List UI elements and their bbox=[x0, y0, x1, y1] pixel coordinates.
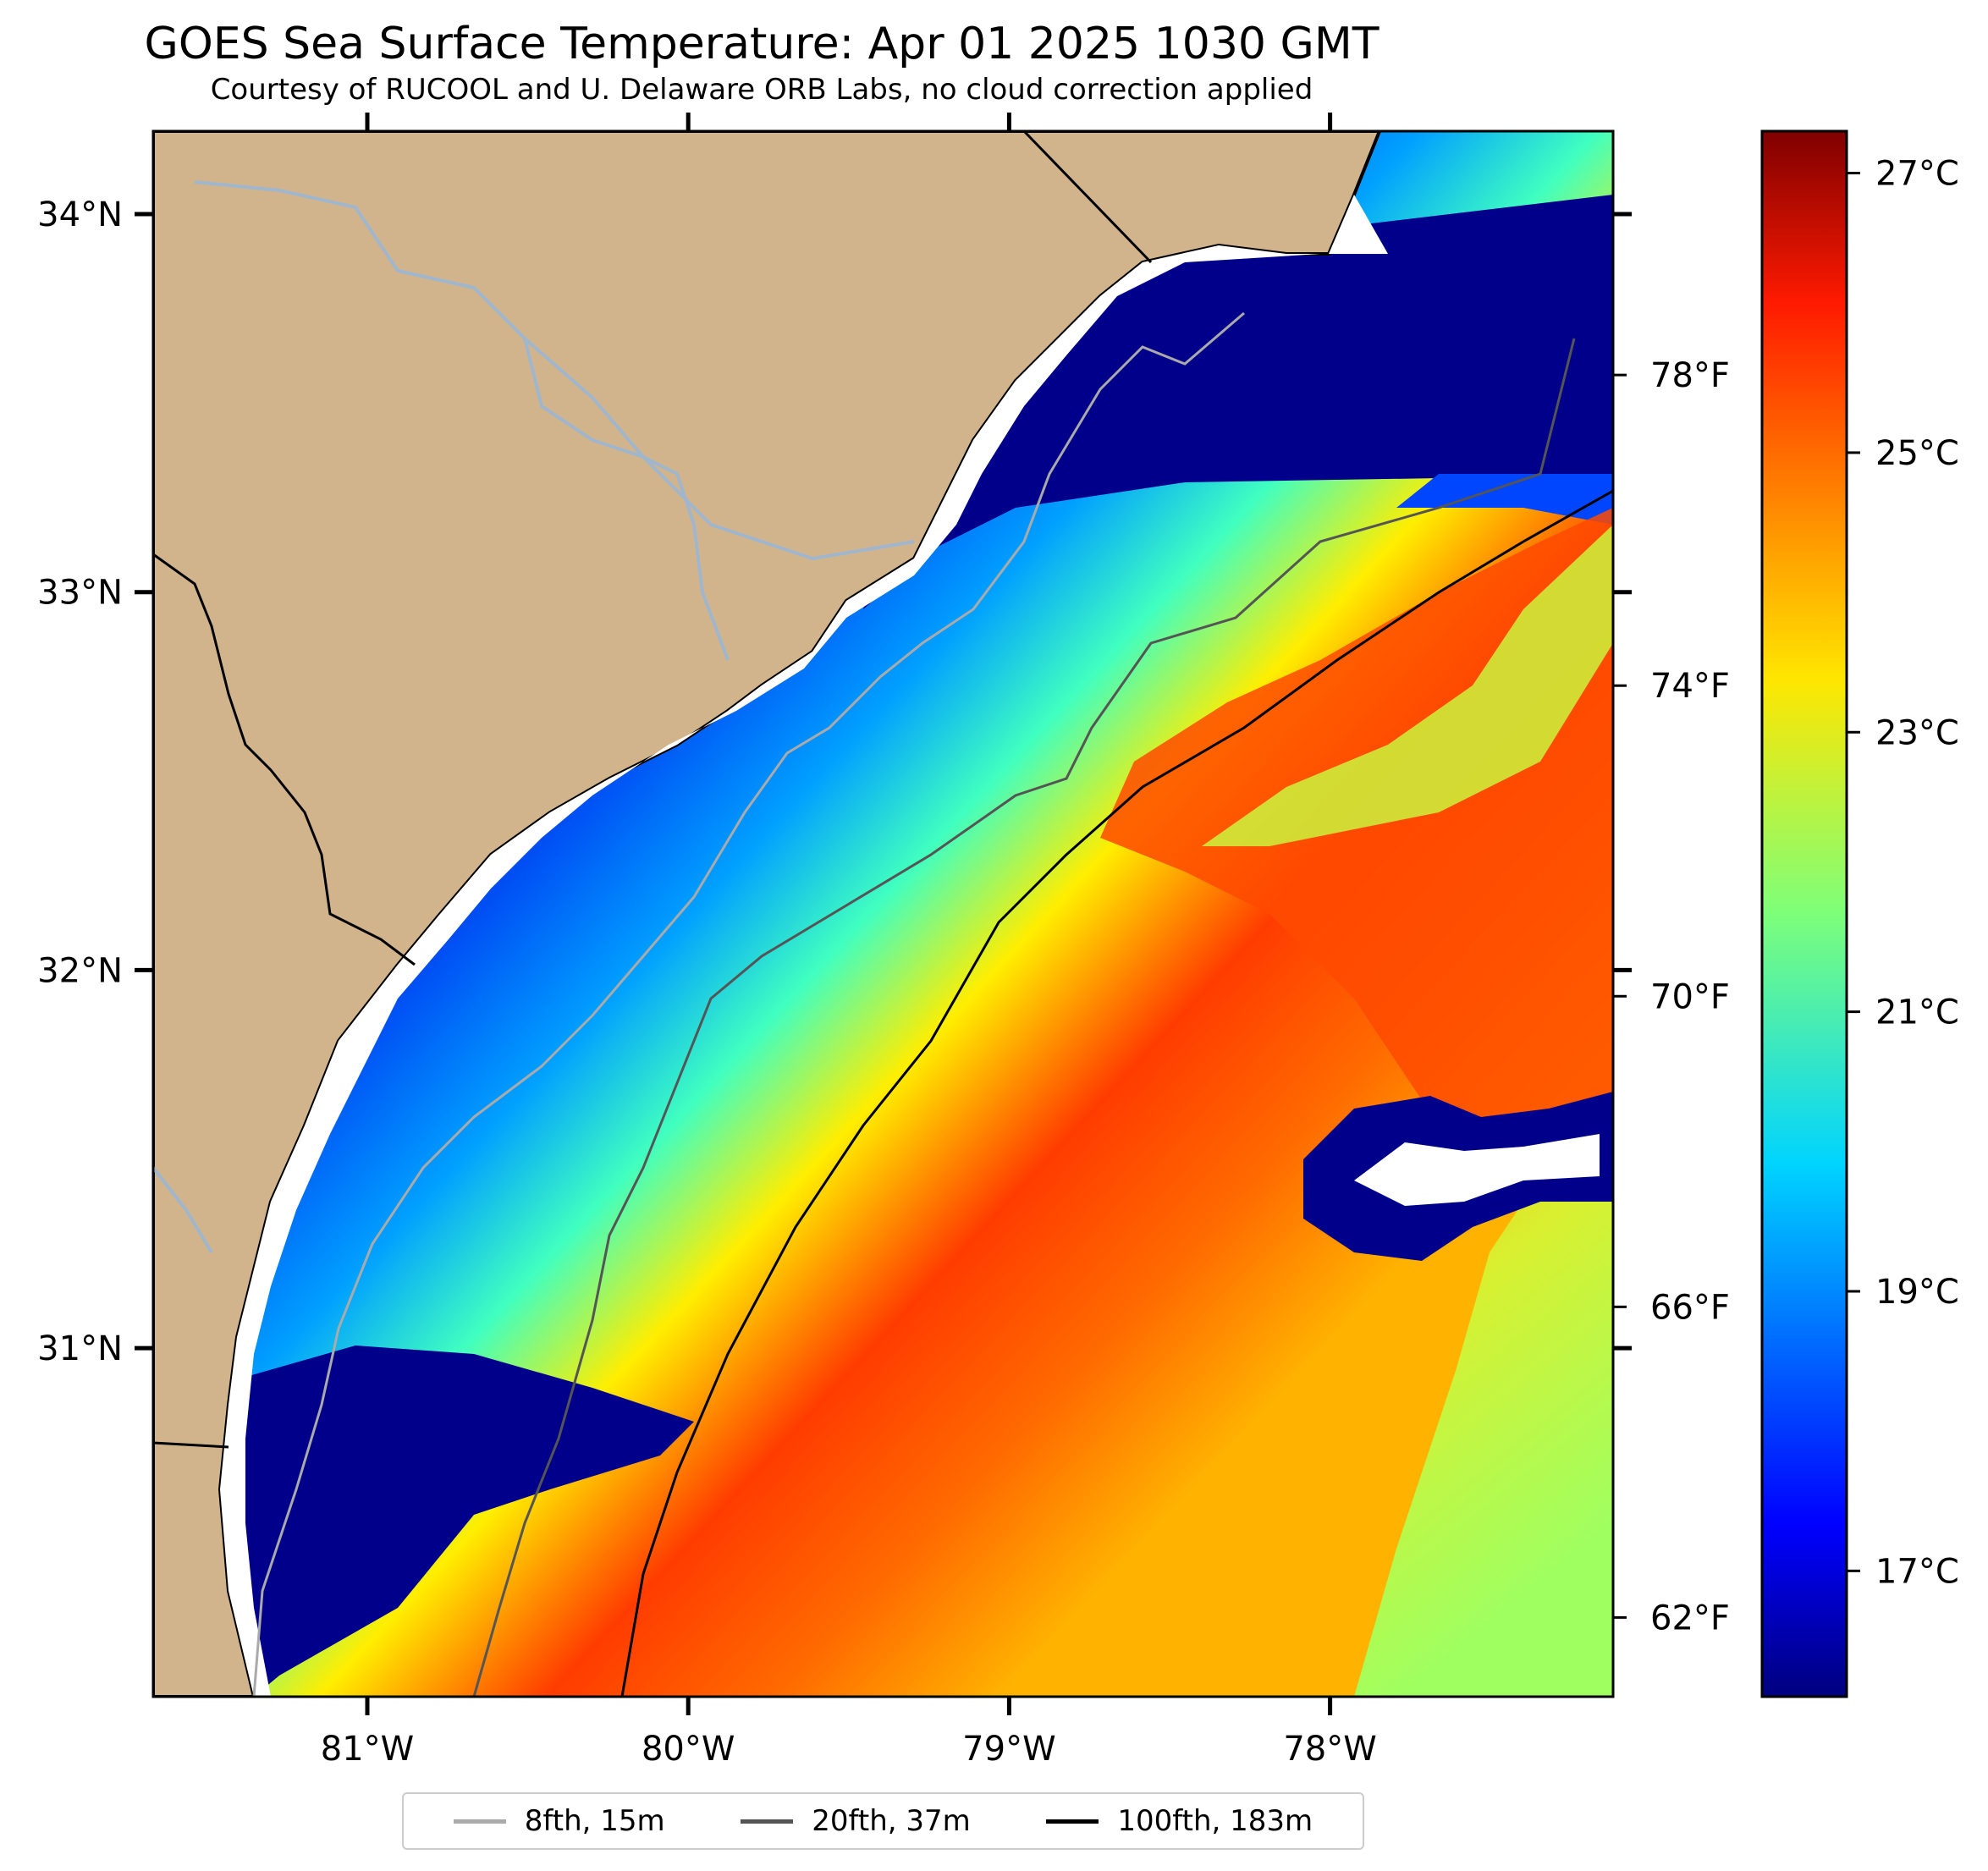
state-border bbox=[153, 1441, 229, 1449]
cbar-label-f: 62°F bbox=[1650, 1599, 1730, 1637]
isobath-8fth bbox=[252, 311, 1245, 1697]
map-area bbox=[153, 131, 1613, 1697]
cloud-mask-patch bbox=[1354, 1134, 1600, 1206]
legend-item-20fth: 20fth, 37m bbox=[741, 1804, 971, 1838]
lon-tick-label: 79°W bbox=[962, 1730, 1055, 1769]
state-border bbox=[1022, 131, 1153, 264]
warm-frontal-band bbox=[1202, 525, 1613, 846]
figure-title: GOES Sea Surface Temperature: Apr 01 202… bbox=[144, 19, 1379, 69]
isobath-20fth bbox=[472, 338, 1576, 1697]
cold-pocket-south bbox=[237, 1345, 694, 1697]
lon-tick-label: 81°W bbox=[321, 1730, 414, 1769]
cbar-label-c: 21°C bbox=[1875, 993, 1959, 1032]
lon-tick-label: 78°W bbox=[1283, 1730, 1376, 1769]
state-border bbox=[153, 553, 416, 966]
lat-tick-label: 32°N bbox=[37, 951, 123, 990]
isobath-100fth bbox=[620, 489, 1613, 1697]
eastern-warm-region bbox=[1354, 1202, 1613, 1697]
colorbar bbox=[1760, 129, 1848, 1698]
cbar-label-f: 66°F bbox=[1650, 1288, 1730, 1327]
cbar-label-c: 27°C bbox=[1875, 155, 1959, 194]
cbar-label-c: 19°C bbox=[1875, 1273, 1959, 1312]
map-frame bbox=[151, 129, 1615, 1698]
colorbar-ticks: 27°C 25°C 23°C 21°C 19°C 17°C 78°F 74°F 70°F 66°F… bbox=[1613, 155, 1959, 1637]
isobath-legend: 8fth, 15m 20fth, 37m 100fth, 183m bbox=[402, 1792, 1364, 1850]
longitude-axis: 81°W 80°W 79°W 78°W bbox=[321, 113, 1377, 1769]
cbar-label-c: 17°C bbox=[1875, 1552, 1959, 1591]
river bbox=[153, 1166, 213, 1254]
legend-swatch bbox=[741, 1819, 794, 1824]
lat-tick-label: 31°N bbox=[37, 1329, 123, 1368]
river bbox=[194, 180, 915, 561]
cbar-label-c: 23°C bbox=[1875, 713, 1959, 752]
latitude-axis: 34°N 33°N 32°N 31°N bbox=[37, 195, 1632, 1368]
cbar-label-f: 78°F bbox=[1650, 356, 1730, 395]
cool-water-region bbox=[1396, 474, 1613, 525]
cbar-label-f: 74°F bbox=[1650, 667, 1730, 706]
cbar-label-f: 70°F bbox=[1650, 977, 1730, 1016]
legend-item-8fth: 8fth, 15m bbox=[453, 1804, 665, 1838]
lat-tick-label: 34°N bbox=[37, 195, 123, 234]
lon-tick-label: 80°W bbox=[642, 1730, 735, 1769]
legend-swatch bbox=[453, 1819, 506, 1824]
legend-label: 8fth, 15m bbox=[524, 1804, 665, 1838]
legend-item-100fth: 100fth, 183m bbox=[1046, 1804, 1313, 1838]
river bbox=[523, 338, 730, 661]
lat-tick-label: 33°N bbox=[37, 574, 123, 613]
cbar-label-c: 25°C bbox=[1875, 434, 1959, 473]
legend-label: 100fth, 183m bbox=[1117, 1804, 1313, 1838]
legend-swatch bbox=[1046, 1819, 1099, 1824]
legend-label: 20fth, 37m bbox=[812, 1804, 971, 1838]
figure-subtitle: Courtesy of RUCOOL and U. Delaware ORB L… bbox=[210, 73, 1313, 107]
